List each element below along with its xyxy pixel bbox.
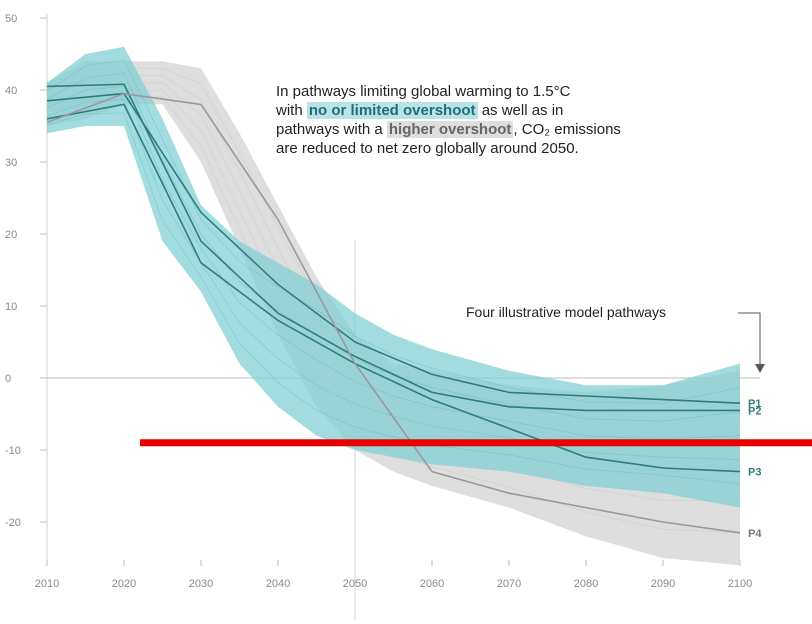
y-tick-label: -10 <box>5 445 21 457</box>
pathway-lines-layer <box>46 83 741 534</box>
pathway-label-p2: P2 <box>748 405 761 417</box>
highlight-no-or-limited-overshoot: no or limited overshoot <box>306 102 478 119</box>
annotation-line-2-pre: with <box>276 102 307 119</box>
annotation-line-3-pre: pathways with a <box>276 121 387 138</box>
y-tick-label: 30 <box>5 157 17 169</box>
y-tick-label: -20 <box>5 517 21 529</box>
band-texture-line <box>46 59 741 404</box>
y-tick-label: 20 <box>5 229 17 241</box>
x-tick-label: 2020 <box>112 578 136 590</box>
annotation-line-1: In pathways limiting global warming to 1… <box>276 83 571 100</box>
y-tick-label: 50 <box>5 13 17 25</box>
x-tick-label: 2060 <box>420 578 444 590</box>
x-tick-label: 2070 <box>497 578 521 590</box>
x-tick-label: 2040 <box>266 578 290 590</box>
annotation-line-4: are reduced to net zero globally around … <box>276 140 579 157</box>
x-tick-label: 2010 <box>35 578 59 590</box>
y-tick-label: 40 <box>5 85 17 97</box>
x-tick-label: 2030 <box>189 578 213 590</box>
pathway-label-p1: P1 <box>748 398 761 410</box>
highlight-higher-overshoot: higher overshoot <box>386 121 514 138</box>
chart-annotation: In pathways limiting global warming to 1… <box>276 82 736 158</box>
pathways-note: Four illustrative model pathways <box>466 304 666 320</box>
pathway-line-p2 <box>46 83 740 412</box>
y-tick-label: 0 <box>5 373 11 385</box>
x-tick-label: 2090 <box>651 578 675 590</box>
band-texture-line <box>46 112 741 484</box>
annotation-line-3: pathways with a higher overshoot, CO₂ em… <box>276 120 736 139</box>
annotation-line-2-post: as well as in <box>477 102 564 119</box>
band-texture-line <box>46 85 741 440</box>
y-tick-label: 10 <box>5 301 17 313</box>
arrow-down-icon <box>755 364 765 373</box>
range-bands-layer <box>46 46 741 566</box>
band-no-or-limited-overshoot <box>47 46 740 508</box>
pathway-line-p1 <box>46 92 741 404</box>
pathway-line-p4 <box>46 92 741 534</box>
note-connector-line <box>738 312 761 368</box>
pathway-label-p4: P4 <box>748 528 762 540</box>
pathway-label-p3: P3 <box>748 467 761 479</box>
annotation-line-2: with no or limited overshoot as well as … <box>276 101 736 120</box>
pathway-line-p3 <box>46 103 741 473</box>
x-tick-label: 2080 <box>574 578 598 590</box>
annotation-line-3-post: , CO₂ emissions <box>513 121 621 138</box>
x-tick-label: 2100 <box>728 578 752 590</box>
